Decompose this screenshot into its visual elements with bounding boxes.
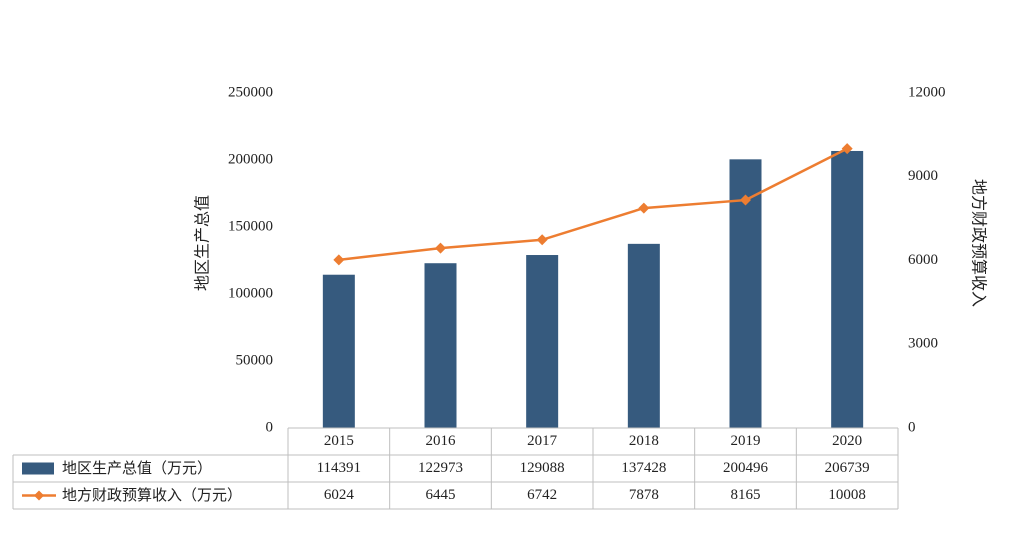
- line-point: [841, 143, 853, 155]
- right-tick-label: 9000: [908, 168, 938, 184]
- data-label: 8165: [731, 487, 761, 503]
- line-point: [536, 234, 548, 246]
- data-label: 114391: [317, 460, 361, 476]
- category-label: 2017: [527, 433, 558, 449]
- legend-bar-swatch: [22, 462, 54, 475]
- data-label: 6445: [426, 487, 456, 503]
- left-tick-label: 200000: [228, 151, 273, 167]
- line-point: [435, 242, 446, 254]
- left-tick-label: 100000: [228, 285, 273, 301]
- data-label: 7878: [629, 487, 659, 503]
- category-label: 2015: [324, 433, 354, 449]
- data-label: 137428: [621, 460, 666, 476]
- right-axis-title: 地方财政预算收入: [970, 179, 989, 307]
- category-label: 2018: [629, 433, 659, 449]
- data-label: 6742: [527, 487, 557, 503]
- category-label: 2020: [832, 433, 862, 449]
- category-label: 2019: [731, 433, 761, 449]
- left-tick-label: 50000: [236, 352, 274, 368]
- line-point: [638, 202, 650, 214]
- line-point: [333, 254, 345, 266]
- right-tick-label: 6000: [908, 252, 938, 268]
- left-tick-label: 150000: [228, 218, 273, 234]
- series-line: [338, 147, 848, 262]
- line-series: [333, 143, 853, 266]
- left-axis-ticks: 0 50000 100000 150000 200000 250000: [228, 84, 273, 435]
- right-tick-label: 0: [908, 419, 916, 435]
- line-point: [740, 194, 751, 206]
- data-label: 129088: [520, 460, 565, 476]
- bar: [831, 150, 864, 429]
- bar: [627, 243, 660, 428]
- left-tick-label: 0: [266, 419, 274, 435]
- bar: [322, 274, 355, 428]
- legend-line-marker: [34, 490, 44, 501]
- legend-label: 地方财政预算收入（万元）: [62, 486, 242, 504]
- right-tick-label: 3000: [908, 336, 938, 352]
- category-label: 2016: [426, 433, 457, 449]
- data-label: 122973: [418, 460, 463, 476]
- left-axis-title: 地区生产总值: [193, 195, 212, 291]
- bar-series: [322, 150, 864, 429]
- right-axis-ticks: 0 3000 6000 9000 12000: [908, 84, 946, 435]
- data-label: 6024: [324, 487, 355, 503]
- right-tick-label: 12000: [908, 84, 946, 100]
- data-label: 206739: [825, 460, 870, 476]
- data-label: 200496: [723, 460, 769, 476]
- legend-label: 地区生产总值（万元）: [62, 459, 212, 477]
- bar: [424, 263, 457, 428]
- left-tick-label: 250000: [228, 84, 273, 100]
- data-label: 10008: [828, 487, 866, 503]
- bar: [526, 255, 559, 428]
- data-table: 2015 2016 2017 2018 2019 2020 地区生产总值（万元） 地方财政预算…: [12, 427, 899, 510]
